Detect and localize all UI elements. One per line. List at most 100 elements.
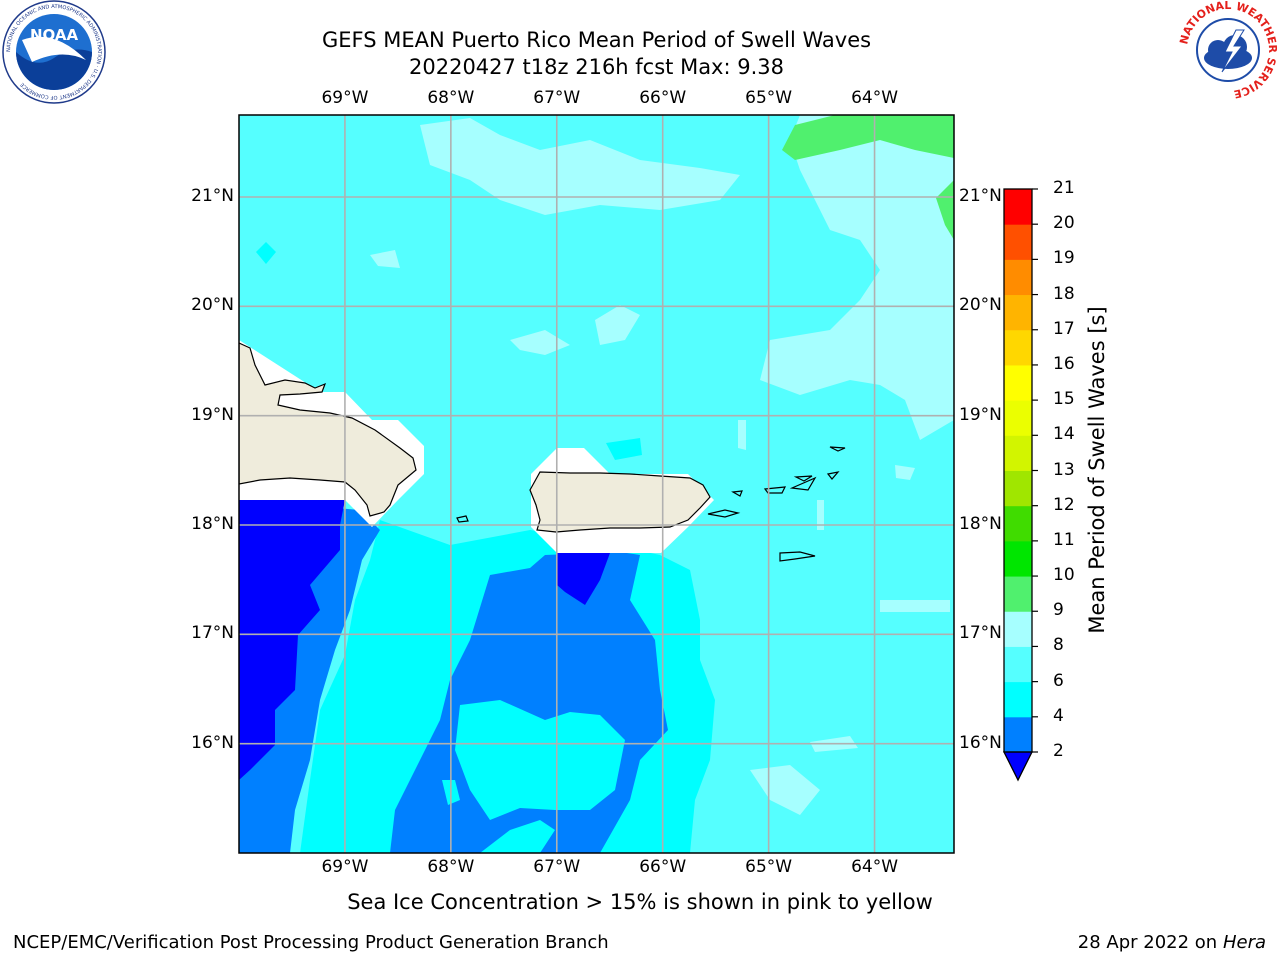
colorbar-segment [1004, 435, 1032, 471]
colorbar-segment [1004, 646, 1032, 683]
colorbar-extend-min [1002, 751, 1034, 782]
colorbar-tick-label: 6 [1053, 670, 1064, 691]
latitude-label-left: 20°N [191, 295, 234, 316]
colorbar-tick-label: 15 [1053, 389, 1075, 410]
land-culebra [731, 490, 743, 497]
longitude-label-top: 69°W [321, 88, 369, 108]
land-st-croix [779, 551, 816, 562]
latitude-label-right: 16°N [959, 732, 1002, 753]
longitude-label-bottom: 66°W [639, 857, 687, 877]
longitude-label-top: 65°W [745, 88, 793, 108]
map-plot-area [239, 115, 954, 853]
longitude-label-top: 66°W [639, 88, 687, 108]
chart-subtitle: 20220427 t18z 216h fcst Max: 9.38 [409, 55, 784, 79]
footer-date-text: 28 Apr 2022 on [1077, 932, 1223, 953]
latitude-label-right: 20°N [959, 295, 1002, 316]
footer-date: 28 Apr 2022 on Hera [1078, 932, 1266, 953]
chart-title: GEFS MEAN Puerto Rico Mean Period of Swe… [321, 28, 872, 52]
swell-field-8-9 [595, 305, 640, 345]
noaa-logo-icon: NATIONAL OCEANIC AND ATMOSPHERIC ADMINIS… [2, 0, 106, 104]
swell-field-8-9 [750, 765, 820, 815]
longitude-label-top: 64°W [851, 88, 899, 108]
latitude-label-right: 21°N [959, 186, 1002, 206]
land-virgin-islands [793, 475, 813, 482]
footer-machine: Hera [1222, 932, 1266, 953]
swell-field-2-4 [262, 818, 278, 840]
colorbar-tick-label: 10 [1053, 565, 1075, 586]
swell-field-4-6 [455, 700, 625, 820]
colorbar [1002, 188, 1038, 782]
swell-field-8-9 [817, 500, 824, 530]
swell-field-8-9 [370, 250, 400, 268]
colorbar-segment [1004, 681, 1032, 718]
colorbar-tick-label: 8 [1053, 635, 1064, 656]
swell-field-8-9 [880, 600, 950, 612]
colorbar-tick-label: 21 [1053, 178, 1075, 198]
longitude-label-bottom: 67°W [533, 857, 581, 877]
swell-field-8-9 [420, 118, 740, 215]
nws-logo-icon: NATIONAL WEATHER SERVICE [1178, 0, 1278, 100]
noaa-logo-text: NOAA [30, 26, 79, 44]
swell-field-8-9 [738, 420, 746, 450]
latitude-label-left: 16°N [191, 732, 234, 753]
colorbar-tick-label: 18 [1053, 283, 1075, 304]
swell-field-9-10 [936, 180, 954, 240]
map-frame [238, 114, 955, 854]
map-grid [239, 115, 954, 853]
colorbar-segment [1004, 294, 1032, 331]
colorbar-tick-label: 2 [1053, 741, 1064, 761]
colorbar-tick-label: 19 [1053, 248, 1075, 269]
swell-field-4-6 [256, 242, 276, 264]
colorbar-tick-label: 9 [1053, 600, 1064, 621]
colorbar-tick-label: 4 [1053, 705, 1064, 726]
latitude-label-left: 19°N [191, 404, 234, 425]
colorbar-tick-label: 17 [1053, 318, 1075, 339]
colorbar-segment [1004, 611, 1032, 647]
latitude-label-right: 17°N [959, 623, 1002, 644]
swell-field-under-2 [557, 553, 610, 605]
colorbar-label: Mean Period of Swell Waves [s] [1085, 306, 1109, 634]
swell-field-under-2 [239, 500, 345, 780]
colorbar-segment [1004, 576, 1032, 612]
swell-field-8-9 [895, 465, 915, 480]
colorbar-segment [1004, 716, 1032, 753]
land-anegada [829, 446, 846, 452]
colorbar-segment [1004, 540, 1032, 577]
land-vieques [707, 509, 741, 518]
land-virgin-islands [763, 486, 787, 494]
footer-credit: NCEP/EMC/Verification Post Processing Pr… [13, 932, 609, 953]
colorbar-tick-label: 11 [1053, 529, 1075, 550]
swell-field-4-6 [606, 438, 642, 460]
longitude-label-top: 68°W [427, 88, 475, 108]
colorbar-segment [1004, 224, 1032, 260]
latitude-label-right: 19°N [959, 404, 1002, 425]
swell-field-8-9 [510, 330, 570, 355]
latitude-label-right: 18°N [959, 514, 1002, 534]
land-puerto-rico [529, 471, 711, 533]
land-virgin-islands [789, 476, 817, 491]
colorbar-segment [1004, 364, 1032, 401]
land-isla-mona [456, 515, 469, 523]
longitude-label-bottom: 64°W [851, 857, 899, 877]
colorbar-segment [1004, 189, 1032, 225]
colorbar-tick-label: 13 [1053, 459, 1075, 480]
swell-field-9-10 [782, 115, 954, 160]
colorbar-segment [1004, 470, 1032, 507]
longitude-label-bottom: 69°W [321, 857, 369, 877]
colorbar-segment [1004, 259, 1032, 296]
longitude-label-top: 67°W [533, 88, 581, 108]
colorbar-tick-label: 14 [1053, 424, 1075, 445]
land-anguilla [826, 471, 840, 480]
latitude-label-left: 21°N [191, 186, 234, 206]
longitude-label-bottom: 65°W [745, 857, 793, 877]
latitude-label-left: 18°N [191, 514, 234, 534]
colorbar-tick-label: 16 [1053, 353, 1075, 374]
longitude-label-bottom: 68°W [427, 857, 475, 877]
colorbar-tick-label: 12 [1053, 494, 1075, 515]
latitude-label-left: 17°N [191, 623, 234, 644]
colorbar-tick-label: 20 [1053, 213, 1075, 234]
colorbar-segment [1004, 329, 1032, 366]
colorbar-segment [1004, 400, 1032, 436]
